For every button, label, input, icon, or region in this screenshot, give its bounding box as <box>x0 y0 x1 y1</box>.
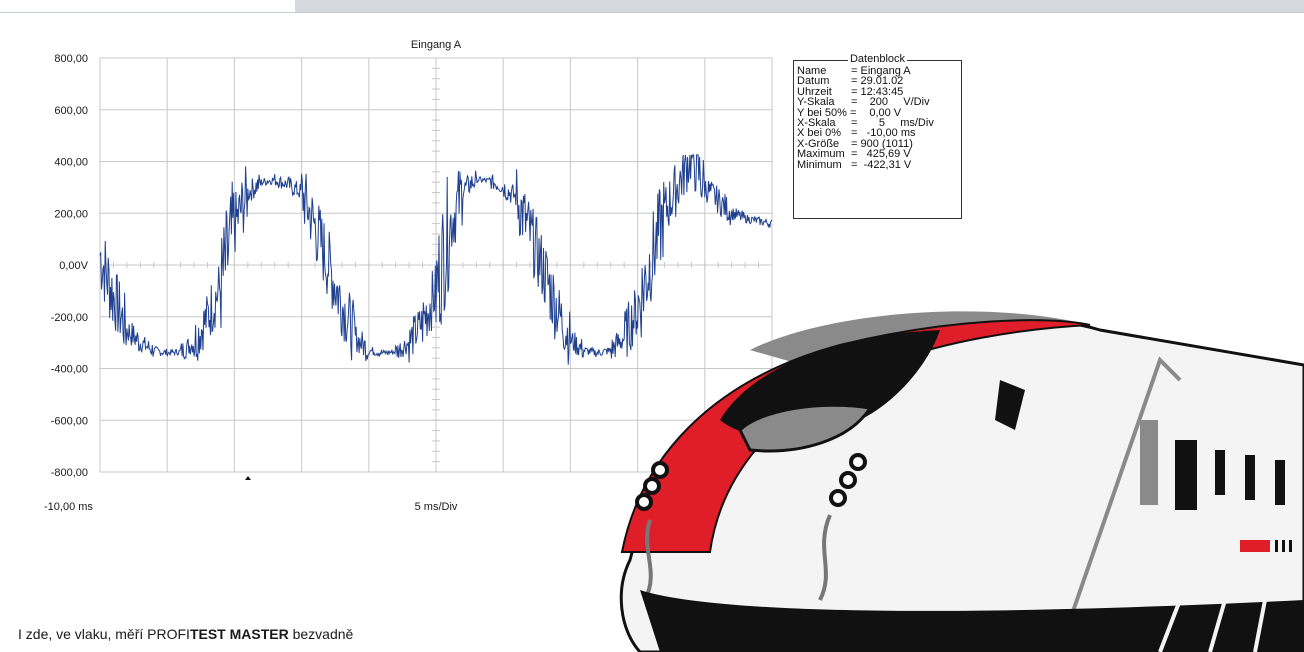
datenblock-row: X-Größe = 900 (1011) <box>797 137 961 150</box>
datenblock-value: 0,00 V <box>851 106 902 119</box>
chart-title: Eingang A <box>411 39 462 51</box>
datenblock-key: Y-Skala <box>797 96 835 109</box>
x-start-label: -10,00 ms <box>44 501 93 513</box>
y-tick-label: 400,00 <box>54 157 88 169</box>
y-tick-label: -600,00 <box>51 415 88 427</box>
datenblock-key: X-Größe <box>797 137 840 150</box>
datenblock-key: Uhrzeit <box>797 85 832 98</box>
datenblock-row: X-Skala = 5 ms/Div <box>797 117 961 130</box>
datenblock-value: = 29.01.02 <box>851 75 904 88</box>
datenblock-row: Maximum = 425,69 V <box>797 148 961 161</box>
datenblock-key: Name <box>797 65 827 77</box>
datenblock-key: Maximum <box>797 148 845 161</box>
datenblock-key: X-Skala <box>797 117 836 130</box>
datenblock-key: Datum <box>797 75 830 88</box>
datenblock-row: Uhrzeit = 12:43:45 <box>797 85 961 98</box>
header-rule <box>0 12 1304 13</box>
y-tick-label: 200,00 <box>54 208 88 220</box>
datenblock-value: = 900 (1011) <box>851 137 913 150</box>
header-band <box>295 0 1304 12</box>
y-tick-label: 0,00V <box>59 260 88 272</box>
datenblock-rows: Name = Eingang A Datum = 29.01.02 Uhrzeit = 1… <box>797 65 961 171</box>
datenblock-value: = 12:43:45 <box>851 85 904 98</box>
datenblock-row: Minimum = -422,31 V <box>797 158 961 171</box>
datenblock-key: Y bei 50% = <box>797 106 857 119</box>
datenblock-title: Datenblock <box>847 53 908 65</box>
datenblock-row: Y-Skala = 200 V/Div <box>797 96 961 109</box>
datenblock-row: X bei 0% = -10,00 ms <box>797 127 961 140</box>
datenblock-value: = Eingang A <box>851 65 911 77</box>
caption-prefix: I zde, ve vlaku, měří PROFI <box>18 626 190 642</box>
y-tick-label: 600,00 <box>54 105 88 117</box>
caption-brand: TEST MASTER <box>189 626 289 642</box>
train-illustration-icon <box>619 311 1304 652</box>
datenblock-value: = 425,69 V <box>851 148 911 161</box>
datenblock-value: = 5 ms/Div <box>851 117 934 130</box>
datenblock-panel: Datenblock Name = Eingang A Datum = 29.01.0… <box>793 53 962 219</box>
datenblock-key: Minimum <box>797 158 842 171</box>
x-axis-label: 5 ms/Div <box>415 501 458 513</box>
trace-layer <box>99 154 773 365</box>
datenblock-row: Datum = 29.01.02 <box>797 75 961 88</box>
datenblock-value: = 200 V/Div <box>851 96 930 109</box>
caption-suffix: bezvadně <box>288 626 354 642</box>
series-line <box>99 154 773 365</box>
y-tick-label: -400,00 <box>51 364 88 376</box>
y-tick-label: -800,00 <box>51 467 88 479</box>
datenblock-value: = -422,31 V <box>851 158 912 171</box>
y-tick-label: -200,00 <box>51 312 88 324</box>
trigger-marker-icon <box>245 476 251 480</box>
datenblock-value: = -10,00 ms <box>851 127 916 140</box>
datenblock-key: X bei 0% <box>797 127 842 140</box>
datenblock-row: Name = Eingang A <box>797 65 961 77</box>
caption: I zde, ve vlaku, měří PROFITEST MASTER b… <box>18 626 353 642</box>
y-tick-labels: 800,00 600,00 400,00 200,00 0,00V -200,00 -400… <box>51 53 89 479</box>
datenblock-row: Y bei 50% = 0,00 V <box>797 106 961 119</box>
y-tick-label: 800,00 <box>54 53 88 65</box>
